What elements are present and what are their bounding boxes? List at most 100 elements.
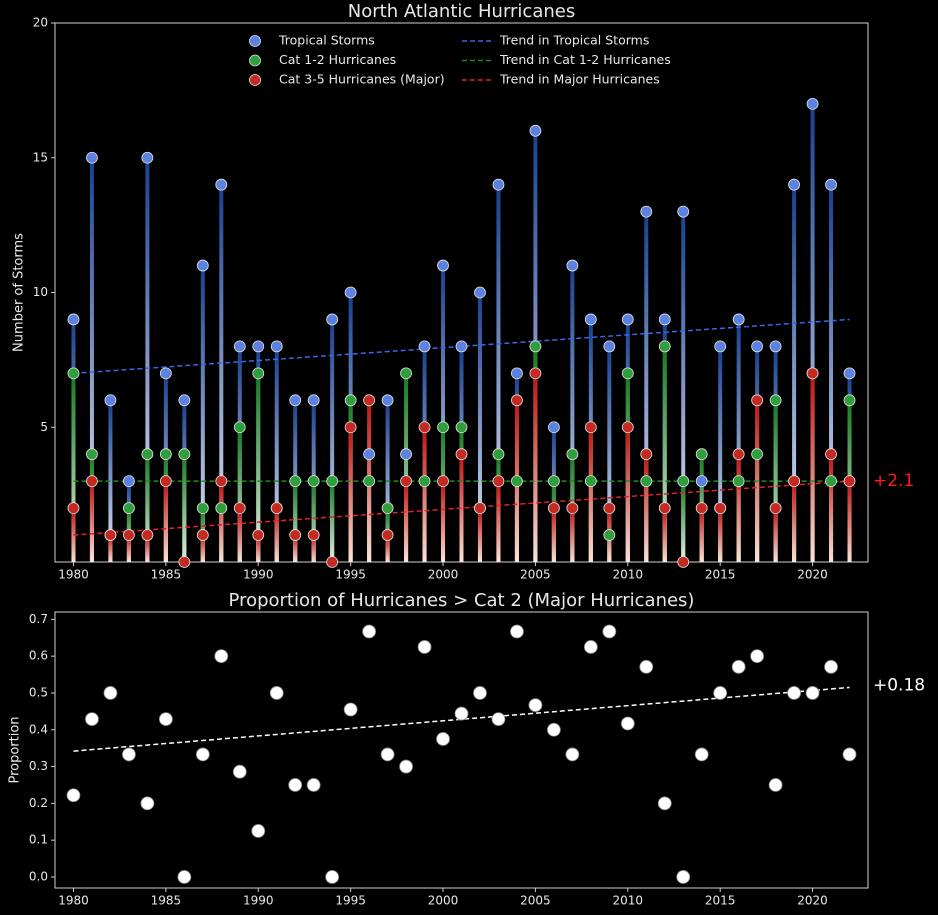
point <box>731 659 746 674</box>
marker <box>363 475 376 488</box>
marker <box>86 448 98 461</box>
point <box>122 747 136 762</box>
marker <box>307 475 320 488</box>
marker <box>86 475 98 488</box>
legend-label: Cat 3-5 Hurricanes (Major) <box>279 72 445 87</box>
marker <box>547 502 560 515</box>
point <box>491 712 506 726</box>
stem <box>422 427 427 562</box>
marker <box>788 475 800 488</box>
marker <box>455 421 468 434</box>
stem <box>441 481 446 562</box>
marker <box>511 394 523 407</box>
stem <box>847 481 852 562</box>
stem <box>182 454 187 562</box>
x-tick-label: 2015 <box>705 568 736 582</box>
marker <box>584 475 597 488</box>
marker <box>843 394 856 407</box>
marker <box>658 313 671 326</box>
marker <box>344 394 357 407</box>
point <box>805 686 820 700</box>
stem <box>311 535 316 562</box>
marker <box>714 340 727 353</box>
stem <box>274 508 279 562</box>
stem <box>293 481 298 562</box>
marker <box>732 313 745 326</box>
stem <box>441 265 446 562</box>
chart-title: Proportion of Hurricanes > Cat 2 (Major … <box>229 590 695 611</box>
stem <box>219 481 224 562</box>
stem <box>200 535 205 562</box>
x-tick-label: 2010 <box>613 894 644 908</box>
marker <box>418 340 431 353</box>
stem <box>274 346 279 562</box>
point <box>750 649 765 664</box>
marker <box>307 394 320 407</box>
legend-label: Trend in Major Hurricanes <box>499 72 660 87</box>
x-tick-label: 1980 <box>58 568 89 582</box>
marker <box>621 421 634 434</box>
marker <box>825 178 837 191</box>
marker <box>141 529 154 541</box>
marker <box>123 502 135 515</box>
marker <box>141 448 154 461</box>
marker <box>769 502 782 515</box>
marker <box>159 475 172 488</box>
point <box>195 747 210 762</box>
marker <box>584 421 597 434</box>
x-tick-label: 1985 <box>151 568 182 582</box>
marker <box>640 475 653 488</box>
marker <box>400 448 412 461</box>
stem <box>496 481 501 562</box>
x-tick-label: 2020 <box>797 894 828 908</box>
stem <box>89 481 94 562</box>
point <box>454 706 469 721</box>
point <box>380 747 395 762</box>
marker <box>363 394 376 407</box>
point <box>66 788 81 803</box>
marker <box>437 475 449 488</box>
stem <box>385 535 390 562</box>
marker <box>400 475 412 488</box>
marker <box>344 286 357 299</box>
marker <box>474 286 486 299</box>
marker <box>196 502 209 515</box>
stem <box>145 454 150 562</box>
marker <box>252 340 265 353</box>
marker <box>141 151 154 164</box>
stem <box>662 346 667 562</box>
marker <box>603 529 616 541</box>
x-tick-label: 1990 <box>243 568 274 582</box>
marker <box>732 448 745 461</box>
marker <box>566 502 579 515</box>
x-tick-label: 2005 <box>520 894 551 908</box>
marker <box>86 151 98 164</box>
stem <box>792 184 797 562</box>
marker <box>381 502 394 515</box>
marker <box>123 529 135 541</box>
point <box>565 747 580 762</box>
stem <box>681 211 686 562</box>
stem <box>810 373 815 562</box>
stem <box>237 427 242 562</box>
stem <box>496 184 501 562</box>
stem <box>293 535 298 562</box>
point <box>787 686 801 700</box>
marker <box>252 529 265 541</box>
x-tick-label: 1985 <box>151 894 182 908</box>
marker <box>215 178 228 191</box>
marker <box>825 448 837 461</box>
legend-label: Cat 1-2 Hurricanes <box>279 52 396 67</box>
stem <box>681 481 686 562</box>
point <box>399 759 413 774</box>
stem <box>89 157 94 562</box>
chart-title: North Atlantic Hurricanes <box>348 1 575 22</box>
stem <box>71 373 76 562</box>
stem <box>330 319 335 562</box>
marker <box>455 448 468 461</box>
stem <box>477 292 482 562</box>
x-tick-label: 1980 <box>58 894 89 908</box>
marker <box>67 502 80 515</box>
stem <box>404 481 409 562</box>
